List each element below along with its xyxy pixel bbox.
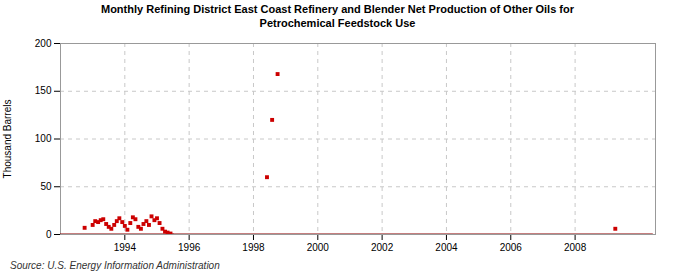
svg-text:150: 150 (35, 85, 52, 96)
svg-text:2004: 2004 (435, 241, 458, 252)
svg-text:100: 100 (35, 133, 52, 144)
svg-text:1996: 1996 (178, 241, 201, 252)
svg-text:1998: 1998 (242, 241, 265, 252)
svg-text:Thousand Barrels: Thousand Barrels (2, 99, 13, 178)
svg-text:0: 0 (46, 228, 52, 239)
svg-text:2006: 2006 (500, 241, 523, 252)
svg-text:200: 200 (35, 37, 52, 48)
svg-text:2002: 2002 (371, 241, 394, 252)
svg-text:50: 50 (40, 181, 52, 192)
svg-text:2000: 2000 (307, 241, 330, 252)
html-text:Source: U.S. Energy Informatio: Source: U.S. Energy Information Administ… (10, 259, 220, 271)
html-text:Monthly Refining District East: Monthly Refining District East Coast Ref… (101, 3, 574, 30)
svg-text:1994: 1994 (114, 241, 137, 252)
svg-text:2008: 2008 (564, 241, 587, 252)
